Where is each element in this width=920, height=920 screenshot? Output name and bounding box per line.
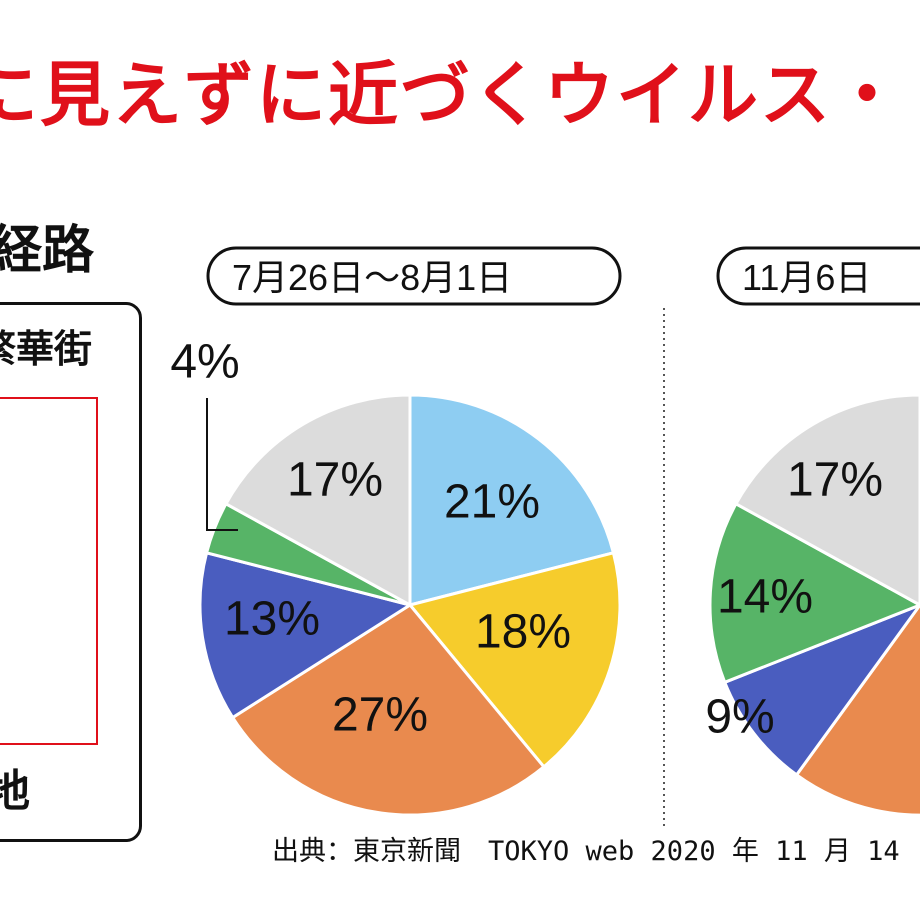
pie1-label-3: 27% [332,689,428,742]
pie1-slice-6 [223,393,412,608]
source-credit: 出典：東京新聞 TOKYO web 2020 年 11 月 14 [272,836,900,867]
pie1-leader-line [206,398,238,531]
pie1-label-5: 4% [170,336,239,389]
pie2-slice-5 [708,501,920,685]
pie1-slice-1 [408,393,616,607]
pie1-title: 7月26日〜8月1日 [232,257,512,298]
pie1-slice-4 [198,550,414,720]
pie1-label-6: 17% [287,454,383,507]
pie1-title-frame [206,246,622,306]
headline: に見えずに近づくウイルス・ [0,54,904,136]
pie2-title-frame [716,246,920,306]
pie1-slice-2 [407,550,622,769]
pie2-slice-4 [722,603,920,777]
legend-box [0,302,142,842]
legend-red-frame [0,397,98,745]
pie2-label-5: 14% [717,571,813,624]
pie1-label-4: 13% [224,593,320,646]
pie1-label-2: 18% [475,606,571,659]
pie2-label-4: 9% [705,691,774,744]
pie1-slice-3 [230,603,546,817]
pie2-title: 11月6日 [742,257,871,298]
legend-bottom-label: 地 [0,766,30,817]
pie2-slice-3 [794,600,920,817]
pie2-label-6: 17% [787,454,883,507]
pie2-slice-6 [733,393,920,607]
pie1-label-1: 21% [444,476,540,529]
legend-top-label: 繁華街 [0,327,93,371]
left-panel-heading: 経路 [0,221,95,281]
